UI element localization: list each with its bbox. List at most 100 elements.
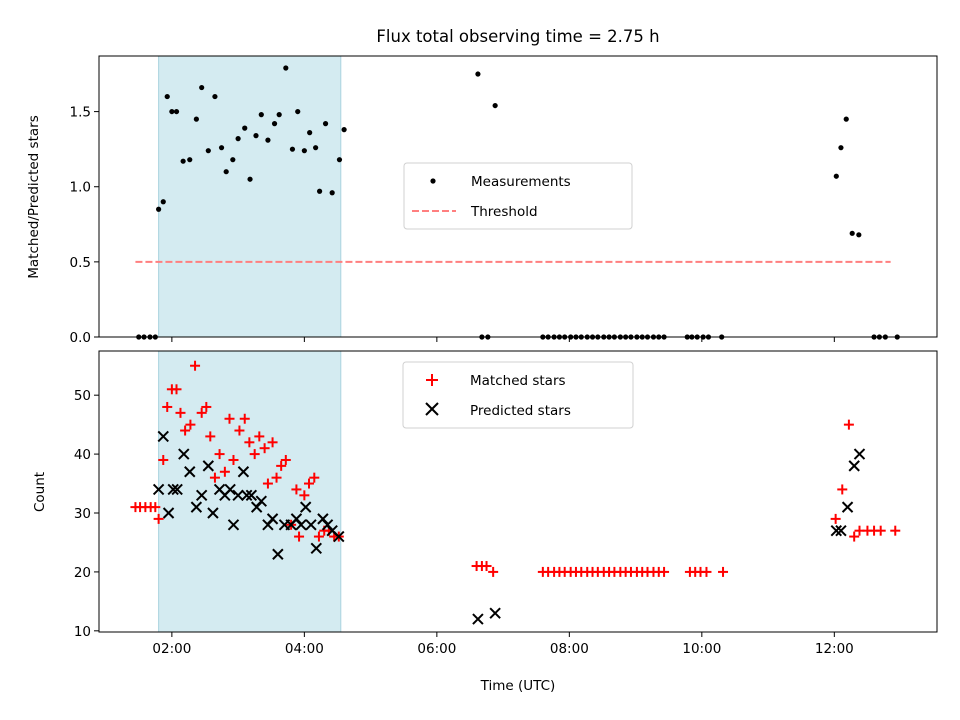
legend-predicted-label: Predicted stars: [470, 403, 571, 419]
measurement-point: [271, 121, 278, 127]
measurement-point: [307, 130, 313, 136]
matched-star-point: [291, 484, 302, 495]
matched-star-point: [875, 525, 886, 536]
measurement-point: [180, 158, 186, 164]
matched-star-point: [837, 484, 848, 495]
predicted-star-point: [195, 489, 208, 502]
matched-star-point: [153, 513, 164, 524]
matched-star-point: [280, 454, 291, 465]
top-ytick-label: 1.0: [70, 180, 91, 196]
predicted-star-point: [167, 483, 179, 496]
top-ytick-label: 0.0: [70, 330, 91, 346]
predicted-star-point: [245, 489, 258, 502]
bottom-legend: Matched stars Predicted stars: [402, 361, 634, 429]
predicted-star-point: [162, 507, 175, 519]
matched-star-point: [843, 419, 854, 430]
measurement-point: [492, 102, 498, 109]
predicted-star-point: [272, 548, 284, 560]
predicted-star-point: [295, 519, 307, 531]
predicted-star-point: [178, 448, 190, 460]
predicted-star-point: [841, 501, 854, 513]
predicted-star-point: [333, 530, 345, 543]
measurement-point: [193, 116, 199, 122]
matched-star-point: [196, 407, 207, 418]
predicted-star-point: [237, 466, 250, 478]
measurement-point: [164, 93, 170, 100]
measurement-point: [253, 133, 259, 139]
matched-star-point: [313, 531, 324, 542]
matched-star-point: [234, 425, 245, 436]
matched-star-point: [150, 502, 161, 513]
bottom-ytick-label: 30: [74, 506, 91, 522]
measurement-point: [295, 108, 301, 115]
x-axis-label: Time (UTC): [480, 678, 556, 694]
measurement-point: [838, 145, 844, 151]
xtick-label: 08:00: [550, 641, 589, 657]
predicted-star-point: [171, 483, 183, 496]
measurement-point: [265, 137, 271, 143]
predicted-star-point: [255, 495, 268, 507]
matched-star-point: [239, 413, 250, 424]
bottom-ytick-label: 10: [74, 624, 91, 640]
measurement-point: [313, 145, 319, 151]
matched-star-point: [659, 566, 670, 577]
matched-star-point: [303, 478, 314, 489]
legend-matched-label: Matched stars: [470, 373, 566, 389]
predicted-star-point: [299, 501, 312, 513]
top-panel: 0.0 0.5 1.0 1.5 Flux total observing time =…: [26, 27, 938, 346]
matched-star-point: [294, 531, 305, 542]
predicted-star-point: [202, 460, 215, 472]
measurement-point: [247, 176, 253, 182]
matched-star-point: [830, 513, 841, 524]
measurement-point: [212, 93, 218, 100]
xtick-label: 02:00: [152, 641, 191, 657]
measurement-point: [187, 157, 193, 163]
measurement-point: [173, 108, 180, 115]
measurement-point: [235, 136, 241, 142]
matched-star-point: [254, 431, 265, 442]
xtick-label: 10:00: [682, 641, 721, 657]
bottom-ytick-label: 20: [74, 565, 91, 581]
measurement-point: [169, 108, 175, 115]
matched-star-point: [205, 431, 216, 442]
matched-star-point: [244, 437, 255, 448]
predicted-star-point: [848, 460, 860, 472]
measurement-point: [301, 148, 307, 154]
top-y-axis-label: Matched/Predicted stars: [26, 115, 42, 278]
predicted-star-point: [241, 489, 253, 502]
bottom-panel: 10 20 30 40 50 02:00 04:00 06:00 08:00 10:00 12:00…: [32, 350, 938, 694]
predicted-star-point: [232, 489, 244, 502]
predicted-star-point: [853, 448, 866, 460]
legend-matched-icon: [426, 374, 438, 386]
top-axes-frame: [98, 55, 938, 338]
matched-star-point: [718, 566, 729, 577]
top-legend-box: [403, 162, 633, 230]
measurement-point: [242, 125, 248, 131]
predicted-star-point: [266, 513, 279, 525]
predicted-star-point: [310, 542, 322, 555]
matched-star-point: [701, 566, 712, 577]
bottom-y-axis-label: Count: [32, 472, 48, 512]
measurement-point: [843, 116, 849, 122]
measurement-point: [475, 71, 481, 77]
measurement-point: [322, 121, 329, 127]
measurement-point: [223, 169, 229, 175]
measurement-point: [849, 230, 855, 236]
legend-measurements-icon: [430, 178, 436, 184]
matched-star-point: [162, 401, 173, 412]
measurement-point: [329, 190, 335, 196]
xtick-label: 12:00: [815, 641, 854, 657]
measurement-point: [199, 84, 205, 91]
predicted-star-point: [472, 613, 484, 625]
measurement-point: [341, 127, 347, 133]
matched-star-point: [309, 472, 320, 483]
measurement-point: [283, 65, 289, 71]
predicted-star-point: [157, 430, 169, 443]
matched-star-point: [224, 413, 235, 424]
top-ytick-label: 1.5: [70, 105, 91, 121]
measurement-point: [833, 173, 839, 179]
measurement-point: [276, 112, 282, 118]
measurement-point: [289, 146, 296, 152]
matched-star-point: [201, 401, 212, 412]
